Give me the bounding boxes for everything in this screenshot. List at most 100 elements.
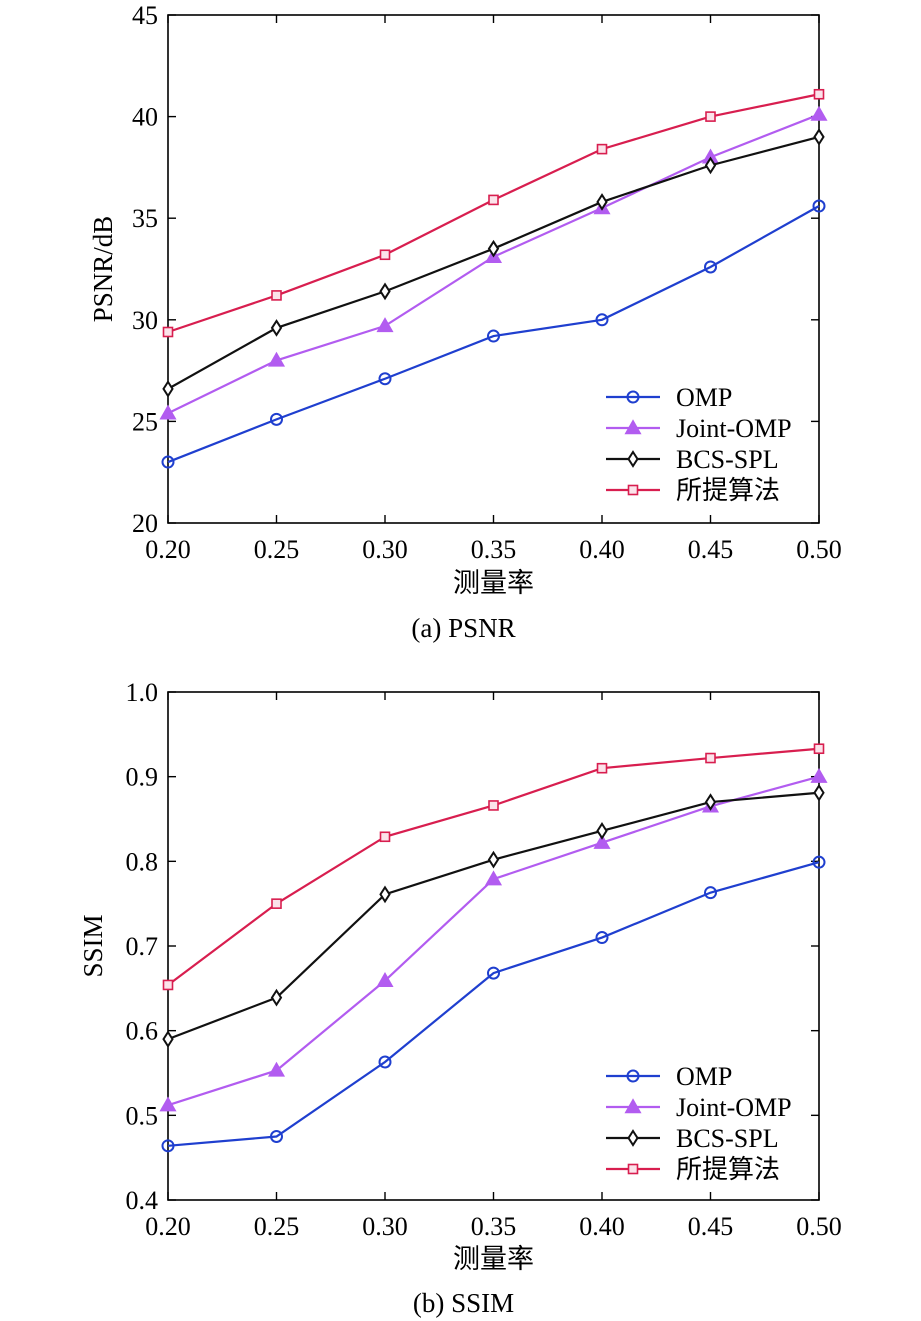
series-line <box>167 205 820 464</box>
data-point <box>159 1096 177 1112</box>
legend-entry: Joint-OMP <box>676 1093 792 1122</box>
y-tick-label: 40 <box>132 103 158 132</box>
legend-marker <box>627 1163 639 1175</box>
series-circle <box>161 855 826 1153</box>
data-point <box>270 988 283 1007</box>
x-tick-label: 0.50 <box>796 1212 842 1241</box>
series-triangle <box>159 767 828 1112</box>
data-point <box>378 372 392 386</box>
data-point <box>595 931 609 945</box>
data-point <box>813 743 825 755</box>
data-point <box>812 855 826 869</box>
y-tick-label: 1.0 <box>126 678 159 707</box>
data-point <box>161 455 175 469</box>
x-tick-label: 0.40 <box>579 1212 625 1241</box>
data-point <box>270 412 283 426</box>
y-tick-label: 45 <box>132 1 158 30</box>
data-point <box>484 870 503 886</box>
data-point <box>267 1061 286 1077</box>
y-tick-label: 25 <box>132 407 158 436</box>
data-point <box>704 260 717 274</box>
legend-entry: 所提算法 <box>676 476 780 505</box>
series-line <box>167 93 820 334</box>
y-axis-label: SSIM <box>78 914 108 977</box>
x-tick-label: 0.45 <box>688 1212 734 1241</box>
legend-entry: OMP <box>676 1062 732 1091</box>
data-point <box>813 783 825 802</box>
x-tick-label: 0.20 <box>145 535 191 564</box>
chart-panel-ssim: 0.20 0.25 0.30 0.35 0.40 0.45 0.50 0.4 0.5 0.6 0.7… <box>78 678 842 1318</box>
data-point <box>810 767 828 783</box>
data-point <box>162 1030 174 1048</box>
legend-entry: 所提算法 <box>676 1155 780 1184</box>
chart-caption: (a) PSNR <box>411 613 515 643</box>
data-point <box>379 831 391 843</box>
data-point <box>704 156 717 175</box>
data-point <box>487 966 500 980</box>
series-line <box>167 775 820 1107</box>
data-point <box>596 143 608 155</box>
series-diamond <box>162 128 825 398</box>
legend-entry: BCS-SPL <box>676 445 779 474</box>
data-point <box>596 762 608 774</box>
data-point <box>812 199 826 213</box>
series-diamond <box>162 783 825 1048</box>
x-tick-label: 0.25 <box>254 1212 300 1241</box>
data-point <box>159 404 177 420</box>
legend-marker <box>626 390 640 404</box>
legend-entry: OMP <box>676 383 732 412</box>
y-tick-label: 0.8 <box>126 847 159 876</box>
legend-marker <box>627 1129 639 1147</box>
data-point <box>488 194 499 206</box>
data-point <box>379 885 391 904</box>
legend-marker <box>624 419 642 435</box>
x-tick-label: 0.25 <box>254 535 300 564</box>
series-circle <box>161 199 826 469</box>
legend-marker <box>627 450 639 468</box>
data-point <box>487 329 500 343</box>
x-tick-label: 0.45 <box>688 535 734 564</box>
x-axis-label: 测量率 <box>453 568 534 598</box>
y-tick-label: 35 <box>132 204 158 233</box>
x-tick-label: 0.35 <box>471 535 517 564</box>
y-tick-label: 30 <box>132 306 158 335</box>
data-point <box>487 850 500 869</box>
y-tick-label: 0.5 <box>126 1101 159 1130</box>
data-point <box>379 282 391 301</box>
y-tick-label: 0.9 <box>126 763 159 792</box>
legend-entry: Joint-OMP <box>676 414 792 443</box>
legend-marker <box>624 1098 642 1114</box>
series-square <box>162 88 825 338</box>
data-point <box>595 313 609 327</box>
data-point <box>270 1130 283 1143</box>
data-point <box>705 111 716 122</box>
y-tick-label: 0.6 <box>126 1017 159 1046</box>
legend-marker <box>626 1069 640 1083</box>
data-point <box>161 1139 175 1153</box>
legend-marker <box>627 484 639 496</box>
x-axis-label: 测量率 <box>453 1244 534 1274</box>
x-tick-label: 0.30 <box>362 1212 408 1241</box>
chart-caption: (b) SSIM <box>413 1288 514 1318</box>
data-point <box>267 351 286 367</box>
data-point <box>704 793 717 811</box>
x-tick-label: 0.20 <box>145 1212 191 1241</box>
series-line <box>167 791 820 1041</box>
data-point <box>810 105 828 121</box>
chart-panel-psnr: 0.20 0.25 0.30 0.35 0.40 0.45 0.50 20 25 30 35 40 45… <box>88 1 842 643</box>
data-point <box>487 239 500 258</box>
data-point <box>813 88 825 100</box>
x-tick-label: 0.40 <box>579 535 625 564</box>
data-point <box>378 1055 392 1069</box>
data-point <box>271 898 282 909</box>
data-point <box>705 752 716 764</box>
data-point <box>593 833 611 849</box>
y-tick-label: 0.4 <box>126 1186 159 1215</box>
data-point <box>704 886 717 900</box>
series-triangle <box>159 105 828 420</box>
data-point <box>596 822 608 840</box>
legend-entry: BCS-SPL <box>676 1124 779 1153</box>
x-tick-label: 0.50 <box>796 535 842 564</box>
